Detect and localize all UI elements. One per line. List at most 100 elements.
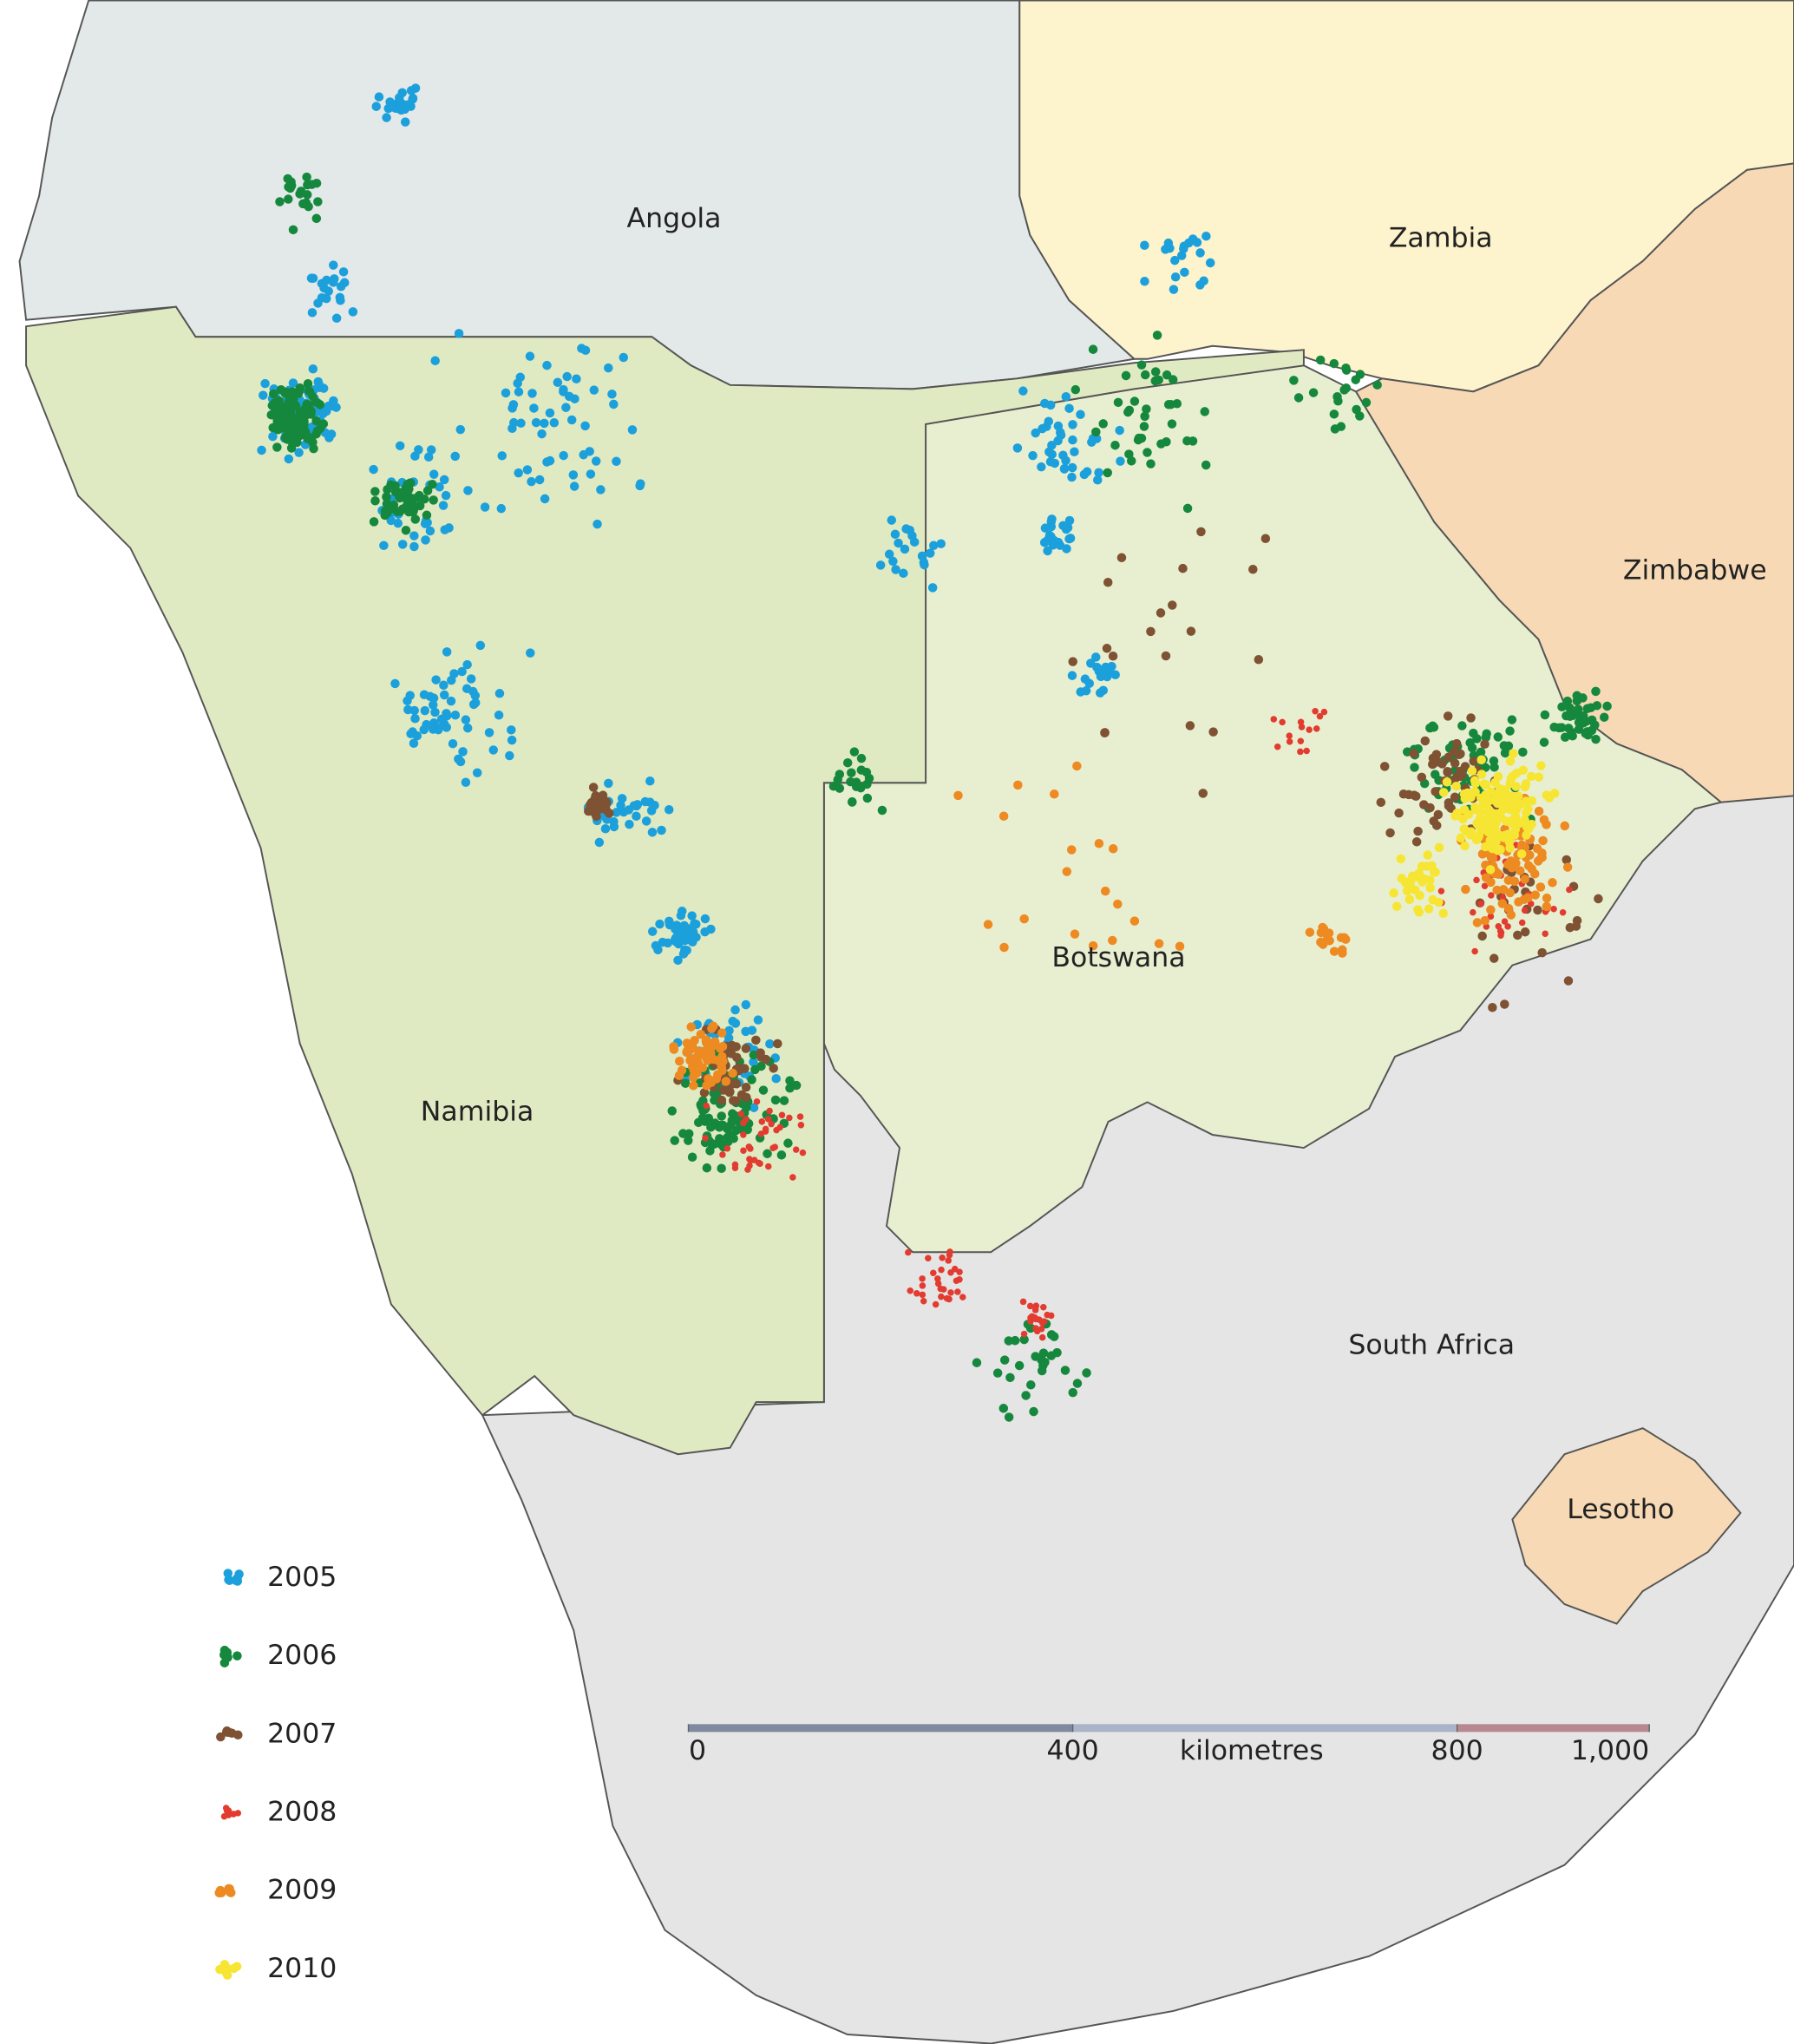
sighting-dot bbox=[1200, 407, 1210, 416]
sighting-dot bbox=[1046, 1330, 1057, 1340]
sighting-dot bbox=[421, 535, 430, 545]
scale-bar-segment bbox=[1457, 1724, 1650, 1733]
sighting-dot bbox=[693, 1117, 704, 1128]
sighting-dot bbox=[1562, 855, 1572, 865]
sighting-dot bbox=[284, 194, 293, 204]
sighting-dot bbox=[1452, 808, 1462, 818]
sighting-dot bbox=[1549, 722, 1559, 732]
sighting-dot bbox=[1456, 833, 1466, 843]
country-label: Zimbabwe bbox=[1623, 555, 1767, 586]
sighting-dot bbox=[374, 92, 384, 102]
sighting-dot bbox=[1499, 741, 1509, 750]
sighting-dot bbox=[1454, 750, 1464, 760]
sighting-dot bbox=[1116, 553, 1127, 563]
sighting-dot bbox=[1428, 759, 1438, 770]
sighting-dot bbox=[1530, 890, 1541, 900]
sighting-dot bbox=[717, 1111, 727, 1121]
sighting-dot bbox=[1532, 843, 1542, 854]
sighting-dot bbox=[612, 808, 621, 817]
sighting-dot bbox=[1450, 792, 1460, 803]
sighting-dot bbox=[461, 777, 471, 788]
sighting-dot bbox=[741, 1026, 750, 1037]
sighting-dot bbox=[1592, 701, 1602, 711]
sighting-dot bbox=[1133, 435, 1143, 445]
sighting-dot bbox=[1431, 821, 1442, 830]
sighting-dot bbox=[684, 1136, 693, 1145]
sighting-dot bbox=[959, 1294, 966, 1300]
sighting-dot bbox=[1557, 702, 1567, 712]
sighting-dot bbox=[1396, 854, 1406, 864]
sighting-dot bbox=[1523, 893, 1533, 903]
sighting-dot bbox=[569, 482, 579, 491]
sighting-dot bbox=[540, 418, 549, 429]
sighting-dot bbox=[1098, 419, 1108, 429]
sighting-dot bbox=[1088, 344, 1098, 354]
sighting-dot bbox=[302, 172, 311, 182]
scale-bar-segment bbox=[1072, 1724, 1457, 1733]
sighting-dot bbox=[939, 1254, 946, 1261]
sighting-dot bbox=[945, 1257, 952, 1264]
sighting-dot bbox=[1591, 686, 1601, 697]
sighting-dot bbox=[298, 199, 308, 209]
sighting-dot bbox=[1188, 234, 1198, 244]
sighting-dot bbox=[1313, 725, 1320, 732]
sighting-dot bbox=[257, 445, 266, 455]
sighting-dot bbox=[501, 388, 511, 398]
sighting-dot bbox=[440, 525, 450, 534]
sighting-dot bbox=[999, 1355, 1010, 1365]
sighting-dot bbox=[1511, 816, 1521, 826]
sighting-dot bbox=[702, 1135, 709, 1142]
sighting-dot bbox=[1501, 918, 1509, 925]
sighting-dot bbox=[406, 86, 416, 95]
sighting-dot bbox=[393, 518, 403, 528]
sighting-dot bbox=[750, 1065, 760, 1075]
sighting-dot bbox=[303, 434, 312, 443]
sighting-dot bbox=[1355, 370, 1365, 379]
legend-swatch-dot bbox=[232, 1573, 242, 1583]
sighting-dot bbox=[705, 1044, 716, 1053]
sighting-dot bbox=[1038, 1333, 1046, 1341]
sighting-dot bbox=[641, 816, 651, 826]
legend-swatch-dot bbox=[220, 1812, 228, 1820]
sighting-dot bbox=[665, 920, 675, 930]
sighting-dot bbox=[1124, 405, 1135, 416]
sighting-dot bbox=[1594, 894, 1603, 904]
sighting-dot bbox=[932, 1300, 940, 1308]
sighting-dot bbox=[1450, 758, 1460, 768]
sighting-dot bbox=[909, 537, 920, 547]
sighting-dot bbox=[741, 1044, 751, 1053]
sighting-dot bbox=[303, 379, 313, 389]
sighting-dot bbox=[1152, 331, 1162, 340]
sighting-dot bbox=[1047, 449, 1057, 459]
sighting-dot bbox=[1068, 657, 1077, 666]
sighting-dot bbox=[270, 398, 279, 408]
sighting-dot bbox=[1167, 419, 1177, 429]
sighting-dot bbox=[1409, 790, 1419, 800]
sighting-dot bbox=[887, 515, 897, 525]
sighting-dot bbox=[702, 1163, 712, 1173]
sighting-dot bbox=[1463, 788, 1472, 798]
sighting-dot bbox=[1092, 475, 1103, 485]
sighting-dot bbox=[505, 750, 514, 761]
sighting-dot bbox=[919, 1282, 926, 1289]
sighting-dot bbox=[1014, 1360, 1025, 1371]
sighting-dot bbox=[1431, 787, 1440, 796]
sighting-dot bbox=[1518, 747, 1528, 757]
legend-swatch-dot bbox=[224, 1883, 233, 1894]
sighting-dot bbox=[1493, 732, 1503, 742]
sighting-dot bbox=[972, 1358, 982, 1367]
sighting-dot bbox=[1050, 789, 1059, 799]
sighting-dot bbox=[1411, 885, 1420, 895]
sighting-dot bbox=[1513, 791, 1523, 801]
sighting-dot bbox=[670, 1136, 680, 1145]
sighting-dot bbox=[410, 514, 421, 524]
sighting-dot bbox=[1185, 721, 1195, 730]
legend-swatch-dot bbox=[216, 1732, 226, 1742]
sighting-dot bbox=[1565, 703, 1575, 713]
sighting-dot bbox=[585, 447, 594, 456]
sighting-dot bbox=[507, 735, 517, 745]
sighting-dot bbox=[1480, 739, 1490, 749]
sighting-dot bbox=[799, 1149, 807, 1156]
sighting-dot bbox=[1028, 450, 1038, 461]
sighting-dot bbox=[1591, 734, 1601, 744]
